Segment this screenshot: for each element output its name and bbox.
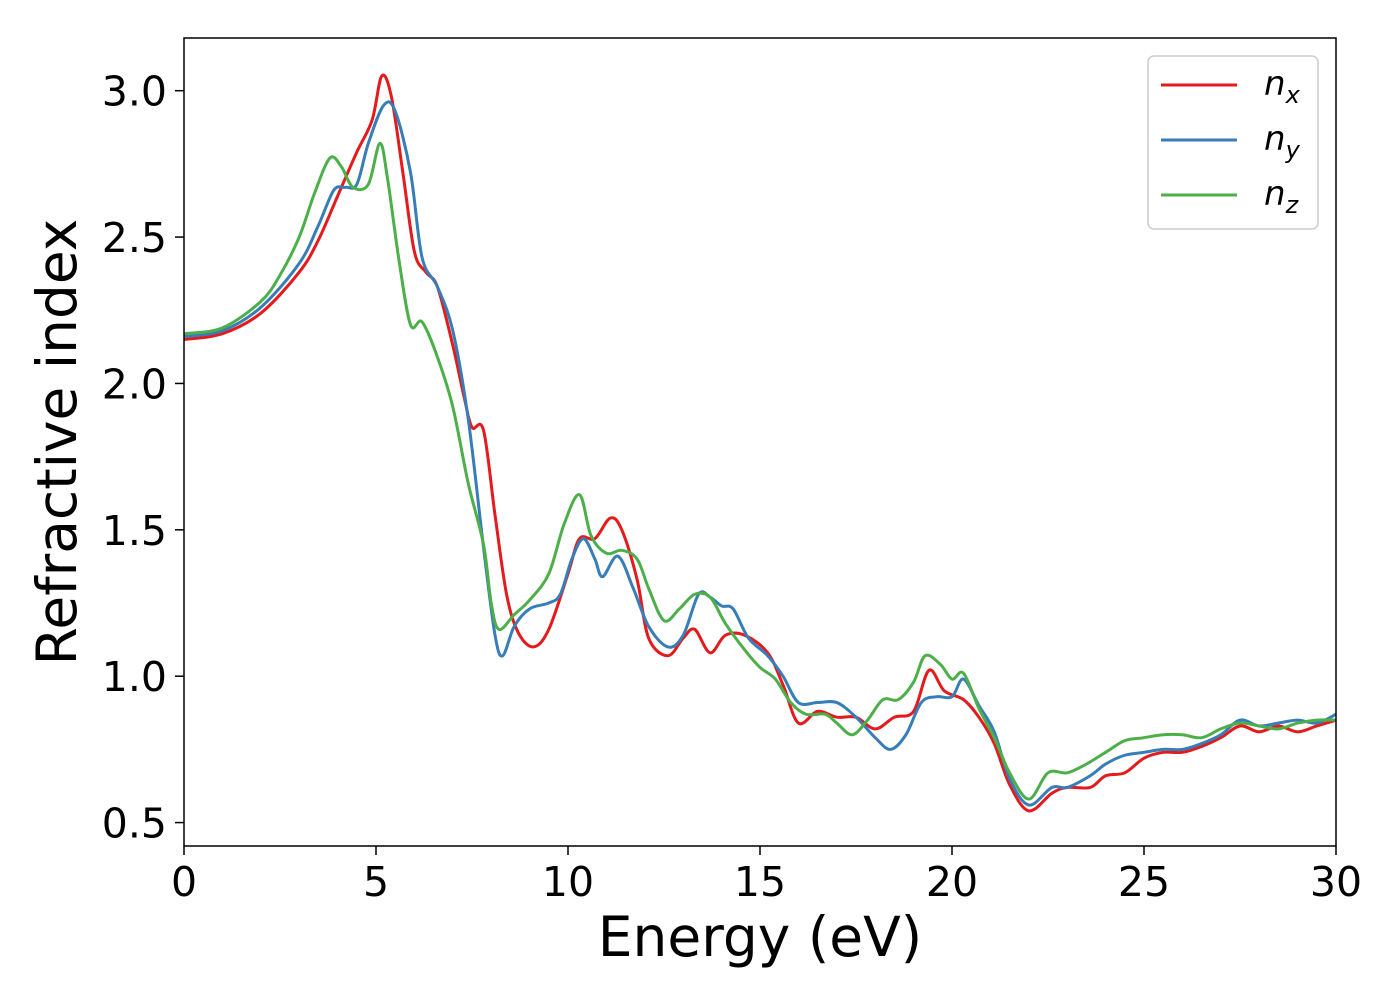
series-line-y <box>184 100 1336 807</box>
y-axis-ticks: 0.5 1.0 1.5 2.0 2.5 3.0 <box>102 68 184 848</box>
y-tick-label: 1.0 <box>102 653 167 701</box>
series-layer <box>184 73 1336 813</box>
legend-label: nz <box>1264 174 1300 219</box>
x-axis-title: Energy (eV) <box>598 905 922 969</box>
x-tick-label: 15 <box>734 858 786 906</box>
legend-item-x: nx <box>1161 64 1301 109</box>
legend-label-main: n <box>1264 119 1286 159</box>
legend-label-main: n <box>1264 174 1286 214</box>
x-tick-label: 30 <box>1310 858 1362 906</box>
y-tick-label: 3.0 <box>102 68 167 116</box>
x-tick-label: 20 <box>926 858 978 906</box>
series-line-x <box>184 73 1336 813</box>
x-tick-label: 5 <box>363 858 389 906</box>
series-line-z <box>184 141 1336 801</box>
legend-box <box>1147 55 1319 230</box>
legend-label: nx <box>1264 64 1301 109</box>
legend-label-subscript: z <box>1285 191 1300 219</box>
y-tick-label: 0.5 <box>102 800 167 848</box>
legend-item-z: nz <box>1161 174 1300 219</box>
legend-label-main: n <box>1264 64 1286 104</box>
y-axis-title: Refractive index <box>25 219 89 666</box>
legend-item-y: ny <box>1161 119 1301 164</box>
legend-label: ny <box>1264 119 1301 164</box>
y-tick-label: 2.0 <box>102 360 167 408</box>
x-tick-label: 0 <box>171 858 197 906</box>
x-tick-label: 10 <box>542 858 594 906</box>
x-axis-ticks: 0 5 10 15 20 25 30 <box>171 846 1362 906</box>
x-tick-label: 25 <box>1118 858 1170 906</box>
y-tick-label: 2.5 <box>102 214 167 262</box>
y-tick-label: 1.5 <box>102 507 167 555</box>
legend-label-subscript: x <box>1285 81 1301 109</box>
legend-label-subscript: y <box>1285 136 1301 164</box>
